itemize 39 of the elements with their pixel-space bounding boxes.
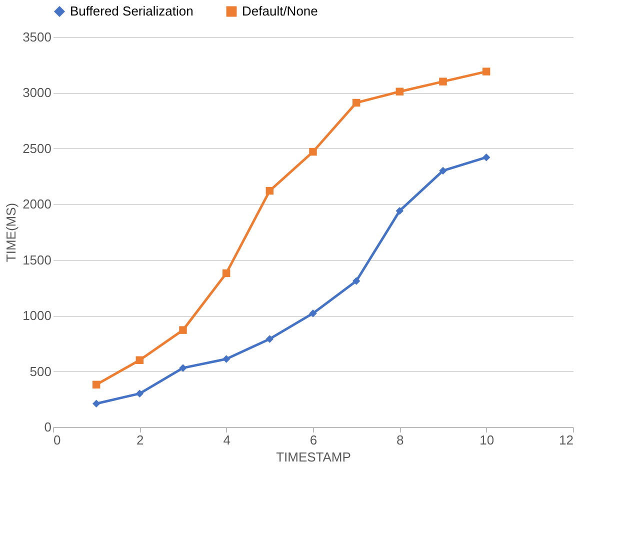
point	[92, 400, 100, 408]
legend-label: Default/None	[242, 4, 318, 19]
x-tick-label: 8	[396, 432, 404, 448]
point	[266, 335, 274, 343]
x-tick-label: 2	[136, 432, 144, 448]
point	[136, 390, 144, 398]
point	[396, 88, 404, 96]
y-tick-label: 2000	[22, 196, 52, 212]
x-tick-label: 6	[310, 432, 318, 448]
point	[439, 78, 447, 86]
point	[222, 269, 230, 278]
y-tick-label: 0	[44, 420, 52, 434]
point	[179, 364, 187, 372]
point	[396, 206, 404, 215]
point	[352, 277, 360, 285]
x-axis-title: TIMESTAMP	[276, 450, 351, 464]
y-tick-label: 3000	[22, 85, 52, 100]
point	[309, 309, 317, 318]
y-tick-label: 500	[30, 364, 52, 379]
point	[482, 68, 490, 76]
point	[482, 153, 490, 162]
y-axis-title: TIME(MS)	[4, 202, 19, 262]
x-tick-label: 4	[223, 432, 230, 448]
point	[352, 98, 360, 107]
point	[266, 186, 274, 195]
x-tick-label: 10	[480, 432, 494, 448]
y-tick-label: 1500	[22, 252, 52, 268]
legend-label: Buffered Serialization	[70, 4, 194, 19]
point	[439, 166, 447, 175]
point	[136, 356, 144, 364]
y-tick-label: 1000	[22, 308, 52, 324]
point	[309, 148, 317, 156]
point	[92, 380, 100, 389]
point	[179, 326, 187, 334]
x-tick-label: 12	[559, 432, 574, 448]
point	[222, 355, 230, 363]
x-tick-label: 0	[54, 432, 61, 448]
y-tick-label: 2500	[22, 140, 52, 156]
y-tick-label: 3500	[22, 30, 52, 44]
